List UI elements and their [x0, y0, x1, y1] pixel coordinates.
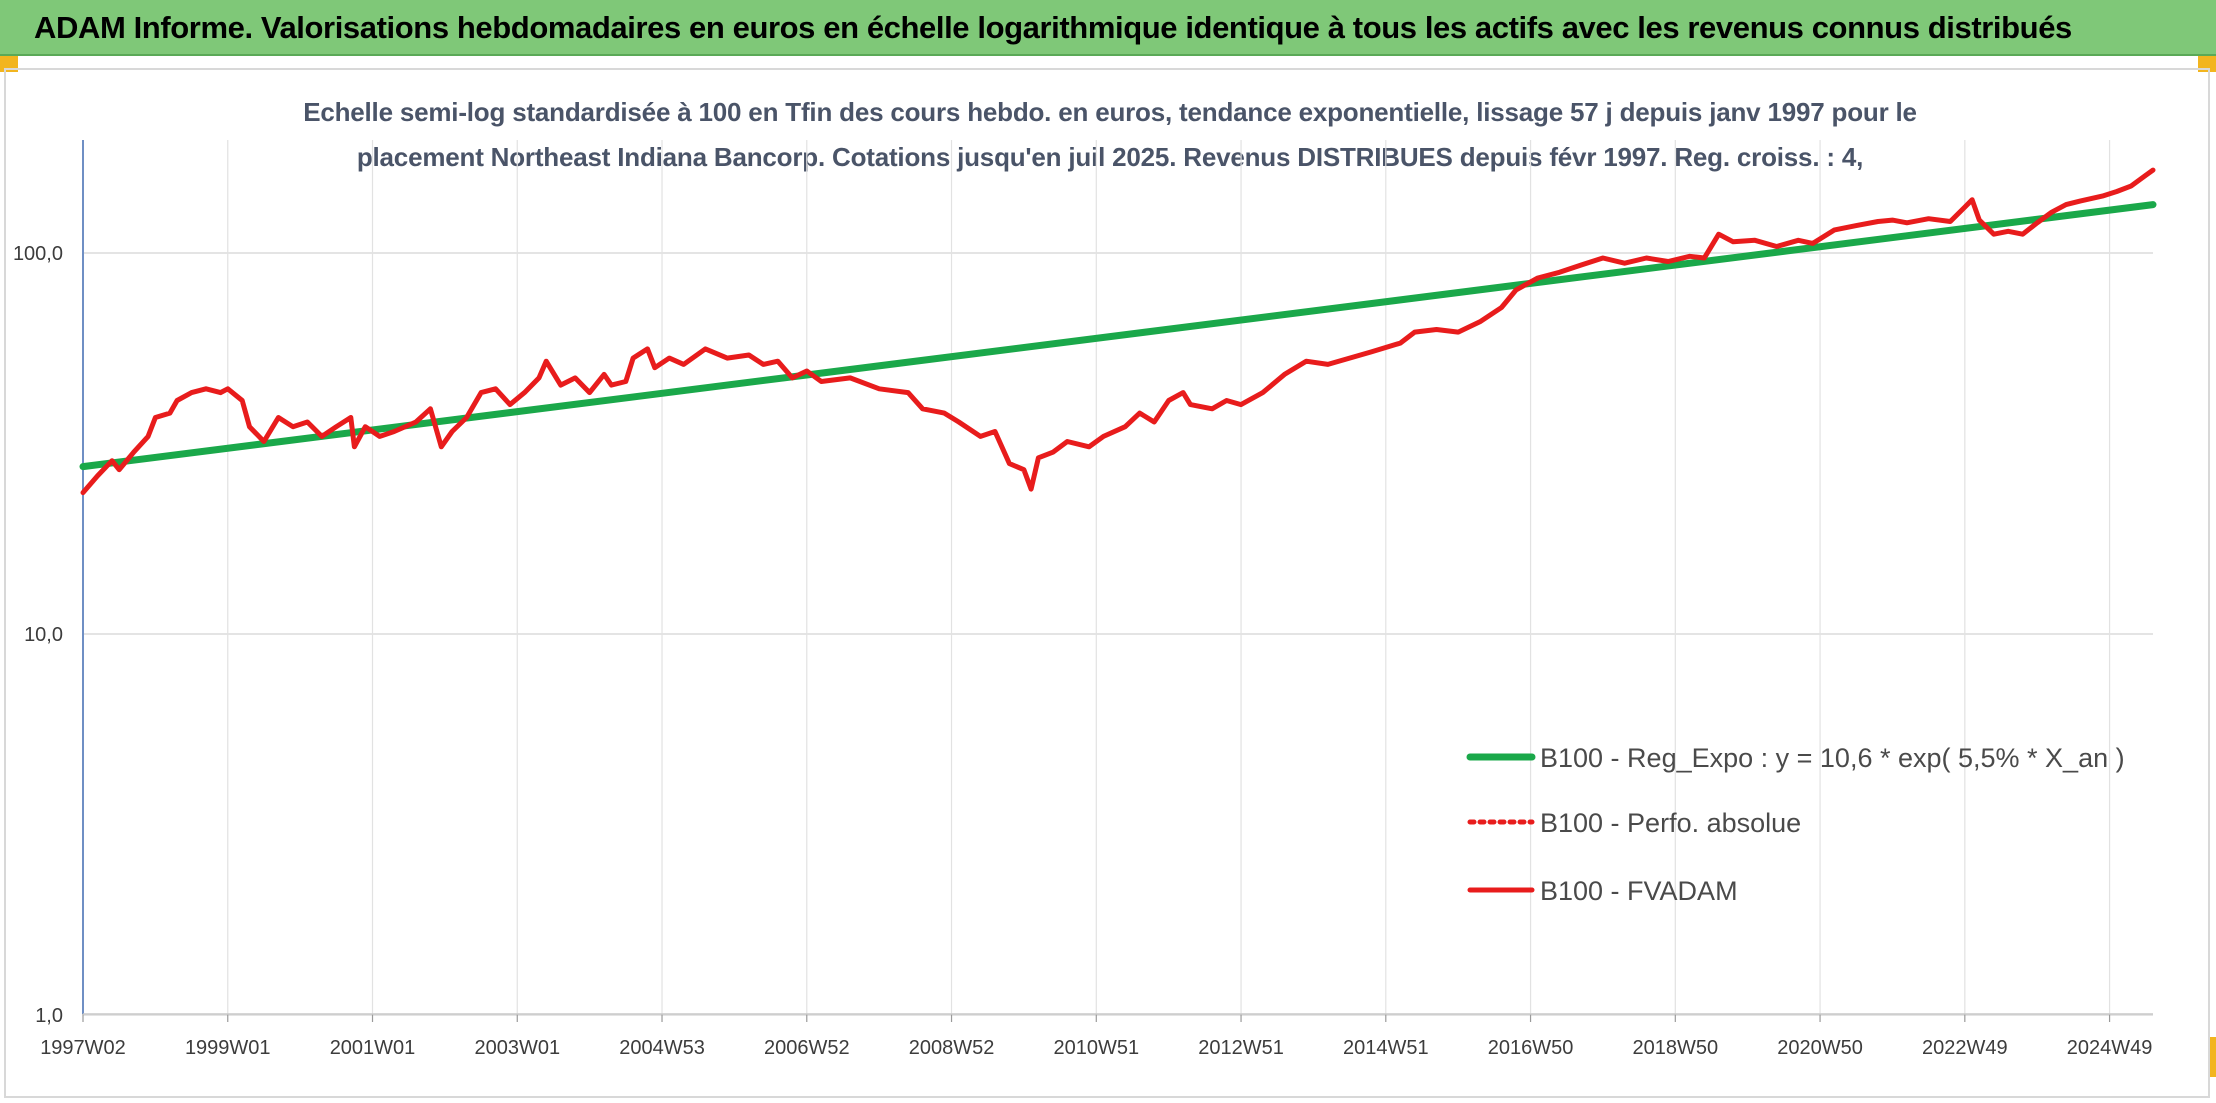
legend-label-0: B100 - Reg_Expo : y = 10,6 * exp( 5,5% *… [1540, 743, 2125, 773]
x-tick-label: 2003W01 [474, 1037, 560, 1059]
x-tick-label: 2020W50 [1777, 1037, 1863, 1059]
x-tick-label: 2006W52 [764, 1037, 850, 1059]
x-tick-label: 2014W51 [1343, 1037, 1429, 1059]
x-tick-label: 2004W53 [619, 1037, 705, 1059]
series-line-2 [80, 167, 2156, 496]
x-tick-label: 2008W52 [909, 1037, 995, 1059]
x-tick-label: 2016W50 [1488, 1037, 1574, 1059]
x-tick-label: 1999W01 [185, 1037, 271, 1059]
x-tick-label: 2012W51 [1198, 1037, 1284, 1059]
y-tick-label: 1,0 [35, 1005, 63, 1027]
chart-title-line2: placement Northeast Indiana Bancorp. Cot… [356, 142, 1864, 172]
chart-title-line1: Echelle semi-log standardisée à 100 en T… [303, 97, 1917, 127]
legend-label-1: B100 - Perfo. absolue [1540, 808, 1801, 838]
x-tick-label: 2024W49 [2067, 1037, 2153, 1059]
header-banner: ADAM Informe. Valorisations hebdomadaire… [0, 0, 2216, 56]
legend-label-2: B100 - FVADAM [1540, 876, 1738, 906]
x-tick-label: 2010W51 [1053, 1037, 1139, 1059]
y-tick-label: 100,0 [13, 243, 63, 265]
corner-marker-bottom-right [2208, 1037, 2216, 1077]
x-tick-label: 1997W02 [40, 1037, 126, 1059]
series-line-0 [79, 201, 2157, 471]
x-tick-label: 2022W49 [1922, 1037, 2008, 1059]
x-tick-label: 2018W50 [1632, 1037, 1718, 1059]
chart-frame [4, 68, 2210, 1098]
y-tick-label: 10,0 [24, 624, 63, 646]
report-title: ADAM Informe. Valorisations hebdomadaire… [34, 10, 2072, 45]
x-tick-label: 2001W01 [330, 1037, 416, 1059]
